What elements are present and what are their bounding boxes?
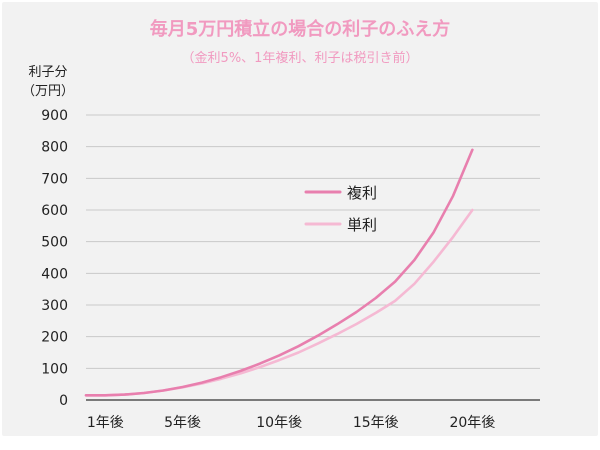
chart-title: 毎月5万円積立の場合の利子のふえ方 bbox=[150, 18, 451, 40]
y-axis-label: 利子分 bbox=[28, 65, 67, 80]
y-axis-unit: （万円） bbox=[22, 84, 74, 99]
chart-background bbox=[2, 2, 598, 436]
y-axis: 0 100 200 300 400 500 600 700 800 900 bbox=[41, 108, 68, 409]
chart-subtitle: （金利5%、1年複利、利子は税引き前） bbox=[182, 50, 419, 66]
grid bbox=[86, 114, 540, 401]
series-line-compound bbox=[84, 148, 474, 397]
legend-label-compound: 複利 bbox=[347, 184, 377, 202]
legend-label-simple: 単利 bbox=[347, 216, 377, 234]
y-tick-label: 100 bbox=[41, 361, 68, 377]
y-tick-label: 600 bbox=[41, 203, 68, 219]
x-tick-label: 15年後 bbox=[353, 415, 399, 431]
x-tick-label: 1年後 bbox=[87, 415, 124, 431]
y-tick-label: 500 bbox=[41, 235, 68, 251]
series-line-simple bbox=[84, 208, 474, 397]
x-tick-label: 10年後 bbox=[256, 415, 302, 431]
y-tick-label: 700 bbox=[41, 171, 68, 187]
legend: 複利 単利 bbox=[304, 184, 377, 234]
y-tick-label: 900 bbox=[41, 108, 68, 124]
y-tick-label: 800 bbox=[41, 140, 68, 156]
y-tick-label: 300 bbox=[41, 298, 68, 314]
x-tick-label: 20年後 bbox=[449, 415, 495, 431]
x-axis: 1年後 5年後 10年後 15年後 20年後 bbox=[87, 415, 495, 431]
y-tick-label: 200 bbox=[41, 330, 68, 346]
y-tick-label: 400 bbox=[41, 266, 68, 282]
x-tick-label: 5年後 bbox=[164, 415, 201, 431]
series-lines bbox=[84, 148, 474, 397]
y-tick-label: 0 bbox=[59, 393, 68, 409]
